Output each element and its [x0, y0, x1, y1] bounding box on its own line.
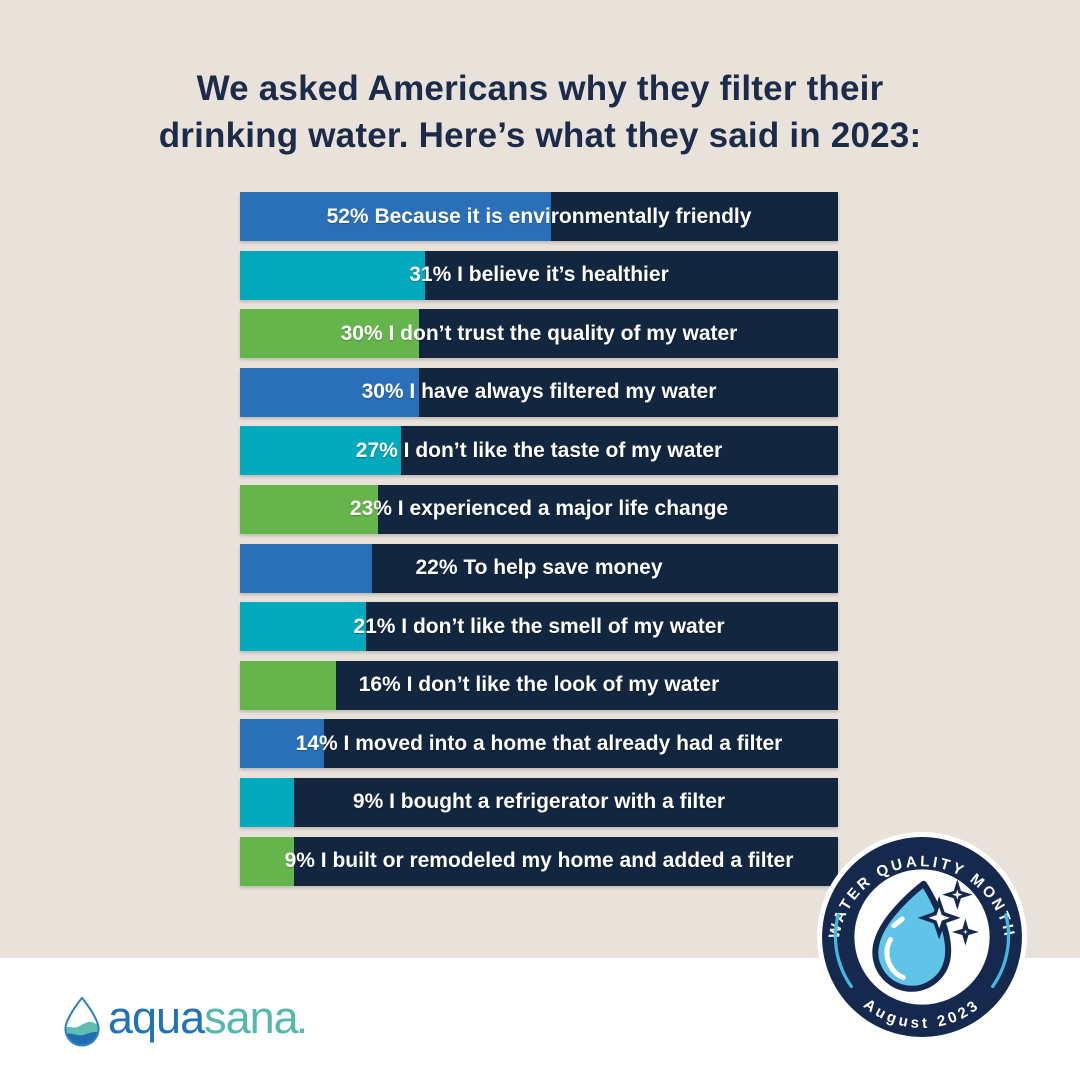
bar-row: 23% I experienced a major life change	[240, 484, 838, 534]
bar-chart: 52% Because it is environmentally friend…	[240, 192, 838, 886]
bar-fill	[240, 836, 294, 886]
sparkle-icon	[942, 879, 973, 910]
badge-left-arc-decoration	[833, 913, 853, 989]
bar-fill	[240, 192, 551, 241]
page-title: We asked Americans why they filter their…	[0, 66, 1080, 159]
page-title-line2: drinking water. Here’s what they said in…	[158, 115, 922, 155]
bar-fill	[240, 543, 372, 593]
bar-row: 30% I have always filtered my water	[240, 367, 838, 417]
page-title-line1: We asked Americans why they filter their	[196, 69, 884, 108]
aquasana-logo: aqua sana.	[62, 992, 306, 1049]
logo-text-sana: sana	[204, 992, 299, 1043]
bar-row: 31% I believe it’s healthier	[240, 250, 838, 300]
logo-trademark-dot: .	[297, 1007, 306, 1040]
bar-label: 31% I believe it’s healthier	[409, 263, 669, 287]
bar-fill	[240, 719, 324, 769]
bar-fill	[240, 660, 336, 710]
bar-label: 27% I don’t like the taste of my water	[355, 438, 723, 462]
bar-fill	[240, 426, 402, 476]
bar-fill	[240, 250, 426, 300]
bar-fill	[240, 777, 294, 827]
bar-row: 16% I don’t like the look of my water	[240, 660, 838, 710]
bar-fill	[240, 602, 366, 652]
bar-label: 21% I don’t like the smell of my water	[353, 614, 725, 638]
bar-label: 22% To help save money	[415, 556, 663, 580]
bar-label: 30% I don’t trust the quality of my wate…	[340, 321, 738, 345]
bar-label: 16% I don’t like the look of my water	[358, 673, 720, 697]
bar-row: 9% I bought a refrigerator with a filter	[240, 777, 838, 827]
bar-row: 9% I built or remodeled my home and adde…	[240, 836, 838, 886]
bar-row: 22% To help save money	[240, 543, 838, 593]
bar-label: 30% I have always filtered my water	[361, 380, 717, 404]
water-drop-icon	[872, 880, 952, 992]
bar-label: 9% I bought a refrigerator with a filter	[352, 790, 726, 814]
badge-right-arc-decoration	[991, 913, 1011, 989]
bar-label: 9% I built or remodeled my home and adde…	[284, 849, 794, 873]
water-quality-month-badge: WATER QUALITY MONTH August 2023	[816, 831, 1028, 1043]
bar-row: 27% I don’t like the taste of my water	[240, 426, 838, 476]
bar-row: 52% Because it is environmentally friend…	[240, 192, 838, 241]
bar-fill	[240, 484, 378, 534]
bar-fill	[240, 367, 420, 417]
bar-label: 14% I moved into a home that already had…	[295, 731, 783, 755]
bar-row: 21% I don’t like the smell of my water	[240, 602, 838, 652]
logo-text-aqua: aqua	[108, 992, 205, 1043]
aquasana-drop-icon	[64, 996, 100, 1047]
bar-label: 23% I experienced a major life change	[349, 497, 729, 521]
bar-row: 14% I moved into a home that already had…	[240, 719, 838, 769]
sparkle-icon	[917, 896, 961, 940]
bar-label: 52% Because it is environmentally friend…	[326, 204, 752, 228]
aquasana-wordmark: aqua sana.	[108, 992, 306, 1049]
bar-row: 30% I don’t trust the quality of my wate…	[240, 309, 838, 359]
sparkle-icon	[951, 918, 979, 946]
bar-fill	[240, 309, 420, 359]
badge-svg: WATER QUALITY MONTH August 2023	[817, 832, 1027, 1042]
